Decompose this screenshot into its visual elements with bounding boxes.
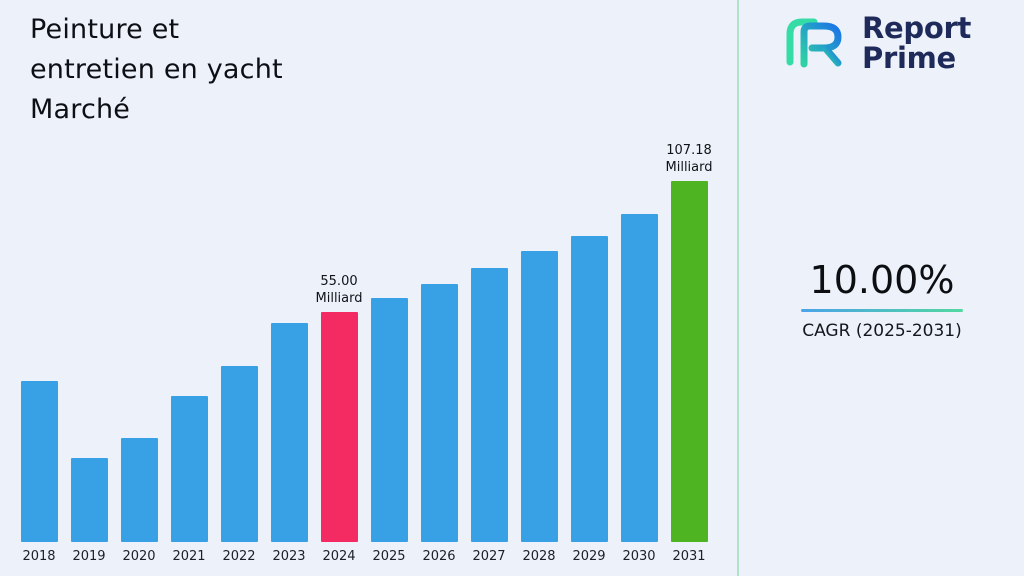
bar-slot-2018: 2018	[14, 381, 64, 564]
bar-chart: 2018 2019 2020 2021 2022 2023 55.00 Milliard 202…	[14, 142, 714, 564]
bar-2024	[320, 312, 358, 542]
x-tick-2024: 2024	[322, 549, 356, 564]
x-tick-2027: 2027	[472, 549, 506, 564]
bar-2019	[70, 458, 108, 542]
chart-title-line-1: Peinture et	[30, 14, 180, 45]
bar-2027	[470, 268, 508, 542]
x-tick-2021: 2021	[172, 549, 206, 564]
bar-2023	[270, 323, 308, 542]
bar-value-label-2024: 55.00 Milliard	[315, 273, 363, 306]
cagr-underline	[801, 309, 963, 312]
report-prime-logo-icon	[786, 18, 842, 68]
brand-logo: Report Prime	[740, 0, 1024, 74]
chart-title-line-3: Marché	[30, 93, 131, 125]
bar-2018	[20, 381, 58, 542]
x-tick-2022: 2022	[222, 549, 256, 564]
x-tick-2023: 2023	[272, 549, 306, 564]
bar-2025	[370, 298, 408, 542]
x-tick-2026: 2026	[422, 549, 456, 564]
brand-name-report: Report	[862, 10, 972, 45]
panel-divider	[737, 0, 739, 576]
brand-name-prime: Prime	[862, 41, 956, 75]
x-tick-2029: 2029	[572, 549, 606, 564]
x-tick-2020: 2020	[122, 549, 156, 564]
bar-value-label-2031: 107.18 Milliard	[665, 142, 713, 175]
chart-title: Peinture et entretien en yacht Marché	[30, 10, 283, 130]
bar-slot-2027: 2027	[464, 268, 514, 564]
bar-slot-2030: 2030	[614, 214, 664, 564]
bar-slot-2028: 2028	[514, 251, 564, 564]
bar-2029	[570, 236, 608, 542]
bar-slot-2029: 2029	[564, 236, 614, 564]
bar-slot-2020: 2020	[114, 438, 164, 564]
bar-slot-2022: 2022	[214, 366, 264, 564]
bar-slot-2021: 2021	[164, 396, 214, 564]
bar-2020	[120, 438, 158, 542]
bar-2028	[520, 251, 558, 542]
bar-slot-2026: 2026	[414, 284, 464, 564]
bar-slot-2031: 107.18 Milliard 2031	[664, 142, 714, 564]
cagr-value: 10.00%	[809, 258, 955, 302]
bar-2026	[420, 284, 458, 542]
x-tick-2031: 2031	[672, 549, 706, 564]
bar-slot-2025: 2025	[364, 298, 414, 564]
x-tick-2030: 2030	[622, 549, 656, 564]
chart-title-line-2: entretien en yacht	[30, 53, 283, 85]
brand-name: Report Prime	[862, 13, 971, 73]
x-tick-2028: 2028	[522, 549, 556, 564]
x-tick-2025: 2025	[372, 549, 406, 564]
x-tick-2019: 2019	[72, 549, 106, 564]
bar-2021	[170, 396, 208, 542]
bar-2022	[220, 366, 258, 542]
bar-2031	[670, 181, 708, 542]
bar-slot-2019: 2019	[64, 458, 114, 564]
cagr-label: CAGR (2025-2031)	[802, 321, 962, 341]
bar-slot-2024: 55.00 Milliard 2024	[314, 273, 364, 564]
bar-slot-2023: 2023	[264, 323, 314, 564]
right-panel: Report Prime 10.00% CAGR (2025-2031)	[740, 0, 1024, 576]
cagr-block: 10.00% CAGR (2025-2031)	[740, 258, 1024, 341]
bar-2030	[620, 214, 658, 542]
x-tick-2018: 2018	[22, 549, 56, 564]
